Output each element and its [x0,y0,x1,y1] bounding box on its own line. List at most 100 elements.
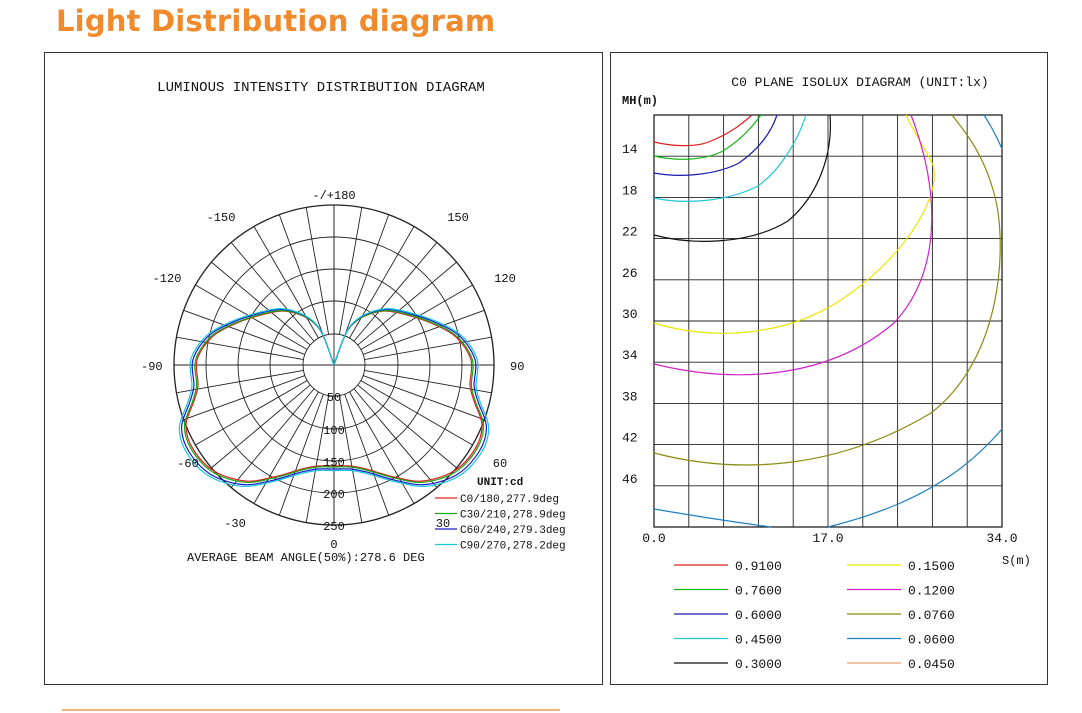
isolux-curve [653,114,831,242]
y-tick-label: 14 [622,142,638,157]
polar-legend: C0/180,277.9deg C30/210,278.9deg C60/240,2… [435,494,566,553]
isolux-curve [653,114,807,202]
legend-value: 0.0760 [908,608,955,623]
polar-spoke [364,336,492,361]
x-tick-label: 0.0 [642,531,665,546]
polar-spoke [349,226,415,339]
y-tick-label: 18 [622,183,638,198]
isolux-title: C0 PLANE ISOLUX DIAGRAM (UNIT:lx) [731,75,988,90]
polar-spoke [353,388,438,488]
legend-entry: C0/180,277.9deg [460,494,559,506]
legend-value: 0.4500 [735,633,782,648]
y-tick-label: 42 [622,431,638,446]
isolux-diagram: C0 PLANE ISOLUX DIAGRAM (UNIT:lx) MH(m) … [622,75,1031,672]
polar-spoke [183,309,306,355]
angle-label: 90 [510,360,524,374]
polar-spoke [305,207,330,335]
legend-value: 0.9100 [735,559,782,574]
isolux-curve [653,114,1003,528]
angle-label: -150 [207,211,236,225]
bottom-divider [62,709,560,711]
legend-value: 0.7600 [735,584,782,599]
polar-grid [173,204,495,526]
polar-spoke [176,336,304,361]
legend-value: 0.1500 [908,559,955,574]
polar-curve [180,308,488,486]
legend-value: 0.0600 [908,633,955,648]
isolux-curve [653,114,935,334]
angle-label: 150 [447,211,469,225]
x-axis-label: S(m) [1002,554,1031,568]
radial-label: 100 [323,424,345,438]
beam-angle-text: AVERAGE BEAM ANGLE(50%):278.6 DEG [187,551,425,565]
polar-spoke [183,375,306,421]
isolux-grid [653,114,1003,528]
polar-curve [185,310,483,482]
polar-spoke [305,395,330,523]
y-axis-label: MH(m) [622,94,658,108]
legend-value: 0.3000 [735,657,782,672]
polar-title: LUMINOUS INTENSITY DISTRIBUTION DIAGRAM [157,80,485,96]
legend-value: 0.0450 [908,657,955,672]
angle-label: -30 [224,517,246,531]
y-tick-label: 38 [622,389,638,404]
polar-spoke [357,261,457,346]
y-tick-label: 30 [622,307,638,322]
angle-label: -90 [141,360,163,374]
angle-label: -60 [177,457,199,471]
polar-spoke [211,384,311,469]
angle-label: 60 [493,457,507,471]
isolux-legend: 0.9100 0.1500 0.7600 0.1200 0.6000 0.0760 0.45… [674,559,955,672]
radial-label: 150 [323,456,345,470]
y-tick-labels: 14 18 22 26 30 34 38 42 46 [622,142,638,487]
polar-spoke [353,242,438,342]
angle-label: 120 [494,272,516,286]
polar-spoke [362,309,485,355]
polar-diagram: LUMINOUS INTENSITY DISTRIBUTION DIAGRAM … [141,80,566,565]
x-tick-labels: 0.0 17.0 34.0 [642,531,1017,546]
y-tick-label: 22 [622,225,638,240]
legend-value: 0.1200 [908,584,955,599]
isolux-diagram-panel: C0 PLANE ISOLUX DIAGRAM (UNIT:lx) MH(m) … [610,52,1048,685]
polar-diagram-panel: LUMINOUS INTENSITY DISTRIBUTION DIAGRAM … [44,52,603,685]
legend-entry: C30/210,278.9deg [460,510,566,522]
angle-label: -120 [153,272,182,286]
polar-angle-labels: -/+180 150 120 90 60 30 0 -30 -60 -90 -120 -150 [141,189,524,552]
polar-spoke [357,384,457,469]
radial-label: 250 [323,520,345,534]
y-tick-label: 34 [622,348,638,363]
x-tick-label: 34.0 [986,531,1017,546]
isolux-curve [653,114,753,147]
polar-curves [178,307,490,487]
polar-curve [178,307,490,487]
polar-spoke [253,226,319,339]
radial-label: 50 [327,391,341,405]
isolux-curves [653,114,1003,528]
polar-spoke [278,214,324,337]
legend-entry: C90/270,278.2deg [460,541,566,553]
polar-spoke [344,214,390,337]
angle-label: -/+180 [312,189,355,203]
polar-spoke [349,391,415,504]
polar-radial-labels: 50 100 150 200 250 [323,391,345,534]
isolux-curve [653,114,778,176]
y-tick-label: 46 [622,472,638,487]
radial-label: 200 [323,488,345,502]
polar-spoke [362,375,485,421]
angle-label: 30 [436,517,450,531]
isolux-curve [653,114,762,160]
polar-spoke [195,380,308,446]
polar-curve [183,309,485,483]
polar-spoke [360,380,473,446]
polar-spoke [211,261,311,346]
page-title: Light Distribution diagram [56,4,496,38]
polar-spoke [230,388,315,488]
legend-value: 0.6000 [735,608,782,623]
isolux-curve [653,114,933,376]
polar-spoke [338,207,363,335]
x-tick-label: 17.0 [812,531,843,546]
isolux-curve [653,114,1001,466]
polar-spoke [253,391,319,504]
legend-entry: C60/240,279.3deg [460,525,566,537]
angle-label: 0 [330,538,337,552]
